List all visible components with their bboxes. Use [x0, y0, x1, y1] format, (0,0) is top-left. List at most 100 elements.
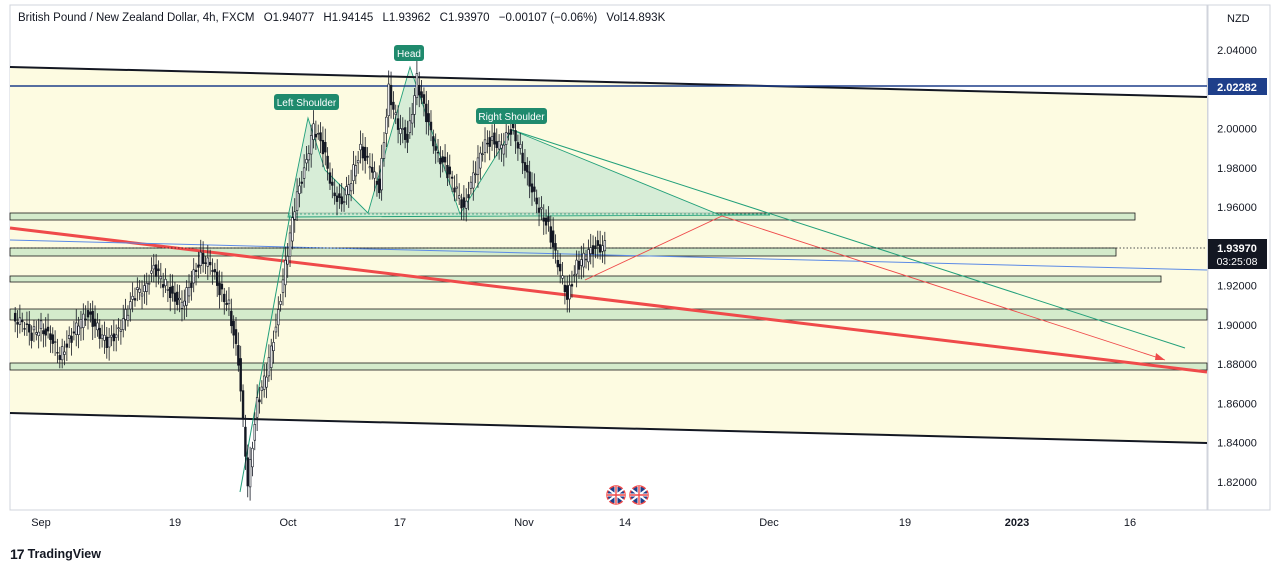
- candle-body: [42, 331, 44, 334]
- candle-body: [338, 194, 340, 198]
- candle-body: [99, 328, 101, 338]
- candle-body: [195, 270, 197, 272]
- candle-body: [47, 327, 49, 331]
- y-tick-label: 1.96000: [1217, 202, 1257, 214]
- candle-body: [454, 188, 456, 192]
- candle-body: [190, 283, 192, 287]
- candle-body: [263, 376, 265, 389]
- candle-body: [522, 153, 524, 163]
- symbol-title[interactable]: British Pound / New Zealand Dollar, 4h, …: [18, 12, 255, 24]
- candle-body: [376, 181, 378, 184]
- candle-body: [437, 152, 439, 153]
- candle-body: [587, 250, 589, 262]
- candle-body: [270, 346, 272, 368]
- candle-body: [233, 321, 235, 335]
- candle-body: [244, 427, 246, 456]
- candle-body: [158, 269, 160, 271]
- candle-body: [54, 342, 56, 343]
- candle-body: [21, 320, 23, 322]
- volume-value: Vol14.893K: [606, 12, 665, 24]
- x-tick-label: 17: [394, 517, 406, 529]
- candle-body: [550, 227, 552, 243]
- candle-body: [331, 182, 333, 185]
- candle-body: [329, 173, 331, 184]
- candle-body: [247, 458, 249, 486]
- candle-body: [134, 298, 136, 300]
- candle-body: [564, 285, 566, 292]
- candle-body: [416, 74, 418, 98]
- candle-body: [468, 194, 470, 197]
- candle-body: [484, 140, 486, 153]
- candle-body: [301, 182, 303, 183]
- candle-body: [505, 133, 507, 145]
- candle-body: [590, 248, 592, 254]
- candle-body: [538, 208, 540, 212]
- candle-body: [402, 128, 404, 129]
- candle-body: [442, 157, 444, 162]
- candle-body: [498, 141, 500, 149]
- candle-body: [524, 162, 526, 170]
- candle-body: [341, 197, 343, 204]
- candle-body: [392, 102, 394, 109]
- candle-body: [407, 134, 409, 142]
- low-value: L1.93962: [383, 12, 431, 24]
- candle-body: [143, 286, 145, 292]
- candle-body: [595, 246, 597, 249]
- time-axis-ticks: Sep 19 Oct 17 Nov 14 Dec 19 2023 16: [31, 517, 1136, 529]
- x-tick-label: Oct: [279, 517, 296, 529]
- candle-body: [85, 319, 87, 320]
- close-value: C1.93970: [440, 12, 490, 24]
- candle-body: [456, 187, 458, 188]
- candle-body: [214, 269, 216, 272]
- candle-body: [360, 144, 362, 150]
- candle-body: [17, 322, 19, 324]
- uk-flag-icon[interactable]: [607, 486, 625, 504]
- candle-body: [378, 179, 380, 193]
- candle-body: [310, 135, 312, 154]
- candle-body: [486, 143, 488, 144]
- candle-body: [343, 201, 345, 202]
- candle-body: [475, 174, 477, 175]
- x-tick-label: 19: [169, 517, 181, 529]
- uk-flag-icon[interactable]: [630, 486, 648, 504]
- candle-body: [374, 172, 376, 178]
- candle-body: [571, 284, 573, 286]
- candle-body: [439, 158, 441, 164]
- candle-body: [289, 233, 291, 256]
- candle-body: [228, 300, 230, 304]
- candle-body: [463, 198, 465, 208]
- candle-body: [566, 286, 568, 300]
- candle-body: [585, 259, 587, 260]
- candle-body: [529, 172, 531, 186]
- y-tick-label: 1.84000: [1217, 438, 1257, 450]
- candle-body: [28, 324, 30, 332]
- candle-body: [322, 140, 324, 154]
- candle-body: [186, 288, 188, 306]
- x-tick-label: Nov: [514, 517, 534, 529]
- candle-body: [209, 262, 211, 265]
- y-tick-label: 1.82000: [1217, 477, 1257, 489]
- tradingview-logo-icon: 17: [10, 546, 24, 562]
- candle-body: [334, 193, 336, 196]
- candle-body: [202, 253, 204, 263]
- candle-body: [397, 119, 399, 130]
- candle-body: [160, 276, 162, 278]
- footer-brand[interactable]: 17 TradingView: [10, 546, 101, 562]
- candle-body: [153, 265, 155, 269]
- y-tick-label: 1.90000: [1217, 320, 1257, 332]
- y-tick-label: 1.92000: [1217, 281, 1257, 293]
- candle-body: [291, 218, 293, 241]
- candle-body: [385, 117, 387, 133]
- candle-body: [425, 104, 427, 122]
- y-tick-label: 1.98000: [1217, 163, 1257, 175]
- candle-body: [494, 133, 496, 144]
- candle-body: [432, 137, 434, 146]
- y-tick-label: 2.00000: [1217, 124, 1257, 136]
- candle-body: [409, 121, 411, 133]
- candle-body: [400, 129, 402, 134]
- candle-body: [111, 335, 113, 337]
- head-text: Head: [397, 49, 421, 60]
- candle-body: [597, 240, 599, 245]
- candle-body: [268, 357, 270, 375]
